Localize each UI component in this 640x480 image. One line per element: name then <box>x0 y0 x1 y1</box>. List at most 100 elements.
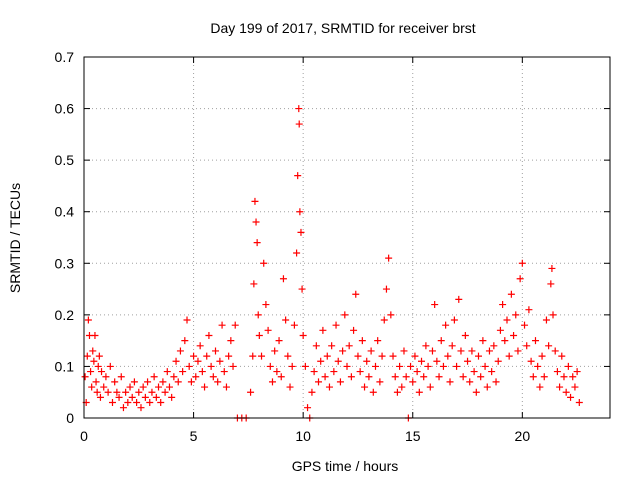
data-point <box>258 352 266 360</box>
data-point <box>190 352 198 360</box>
data-point <box>279 275 287 283</box>
x-tick-label: 5 <box>190 428 198 444</box>
data-point <box>124 399 132 407</box>
data-point <box>152 393 160 401</box>
data-point <box>231 321 239 329</box>
data-point <box>252 218 260 226</box>
data-point <box>477 373 485 381</box>
data-point <box>371 362 379 370</box>
data-point <box>547 280 555 288</box>
data-point <box>249 352 257 360</box>
data-point <box>422 342 430 350</box>
data-point <box>542 316 550 324</box>
data-point <box>218 321 226 329</box>
data-point <box>126 383 134 391</box>
data-point <box>350 326 358 334</box>
data-point <box>113 388 121 396</box>
data-point <box>365 373 373 381</box>
data-point <box>398 383 406 391</box>
data-point <box>485 347 493 355</box>
data-point <box>512 311 520 319</box>
data-point <box>271 347 279 355</box>
plot-frame <box>83 56 611 419</box>
x-tick-label: 20 <box>515 428 531 444</box>
data-point <box>518 259 526 267</box>
data-point <box>558 352 566 360</box>
y-axis-label: SRMTID / TECUs <box>7 183 23 293</box>
y-tick-label: 0.6 <box>55 101 75 117</box>
data-point <box>81 373 89 381</box>
data-point <box>446 378 454 386</box>
data-point <box>358 337 366 345</box>
data-point <box>560 373 568 381</box>
data-point <box>334 357 342 365</box>
data-point <box>523 342 531 350</box>
data-point <box>343 362 351 370</box>
x-tick-label: 0 <box>80 428 88 444</box>
data-point <box>378 352 386 360</box>
data-point <box>181 337 189 345</box>
data-point <box>534 362 542 370</box>
data-point <box>510 331 518 339</box>
data-point <box>102 373 110 381</box>
data-point <box>455 295 463 303</box>
data-point <box>450 316 458 324</box>
data-point <box>531 337 539 345</box>
data-point <box>286 383 294 391</box>
data-point <box>312 342 320 350</box>
data-point <box>575 399 583 407</box>
data-point <box>250 280 258 288</box>
data-point <box>254 311 262 319</box>
data-point <box>376 378 384 386</box>
data-point <box>298 285 306 293</box>
data-point <box>540 373 548 381</box>
data-point <box>525 306 533 314</box>
data-point <box>185 362 193 370</box>
data-point <box>424 362 432 370</box>
data-point <box>479 337 487 345</box>
data-point <box>194 357 202 365</box>
data-point <box>411 352 419 360</box>
data-points <box>81 105 583 422</box>
data-point <box>183 316 191 324</box>
data-point <box>505 352 513 360</box>
data-point <box>161 388 169 396</box>
data-point <box>332 321 340 329</box>
data-point <box>227 337 235 345</box>
data-point <box>319 326 327 334</box>
data-point <box>198 368 206 376</box>
data-point <box>93 388 101 396</box>
data-point <box>431 301 439 309</box>
data-point <box>475 352 482 360</box>
data-point <box>345 342 353 350</box>
data-point <box>407 362 415 370</box>
data-point <box>155 383 163 391</box>
data-point <box>96 393 104 401</box>
data-point <box>453 362 461 370</box>
data-point <box>277 373 285 381</box>
data-point <box>220 368 228 376</box>
data-point <box>374 337 382 345</box>
data-point <box>282 316 290 324</box>
data-point <box>170 373 178 381</box>
data-point <box>352 290 360 298</box>
data-point <box>444 352 452 360</box>
data-point <box>159 378 167 386</box>
data-point <box>122 388 130 396</box>
data-point <box>209 373 217 381</box>
data-point <box>150 373 158 381</box>
data-point <box>470 368 478 376</box>
y-tick-label: 0.2 <box>55 307 75 323</box>
data-point <box>347 373 355 381</box>
data-point <box>548 264 556 272</box>
data-point <box>564 362 572 370</box>
data-point <box>315 378 323 386</box>
data-point <box>176 347 184 355</box>
data-point <box>187 378 195 386</box>
data-point <box>273 368 281 376</box>
data-point <box>108 399 116 407</box>
data-point <box>284 352 292 360</box>
data-point <box>354 352 362 360</box>
axis-ticks: 0 0.1 0.2 0.3 0.4 0.5 0.6 0.7 0 5 10 15 20 <box>55 49 610 444</box>
data-point <box>100 383 108 391</box>
